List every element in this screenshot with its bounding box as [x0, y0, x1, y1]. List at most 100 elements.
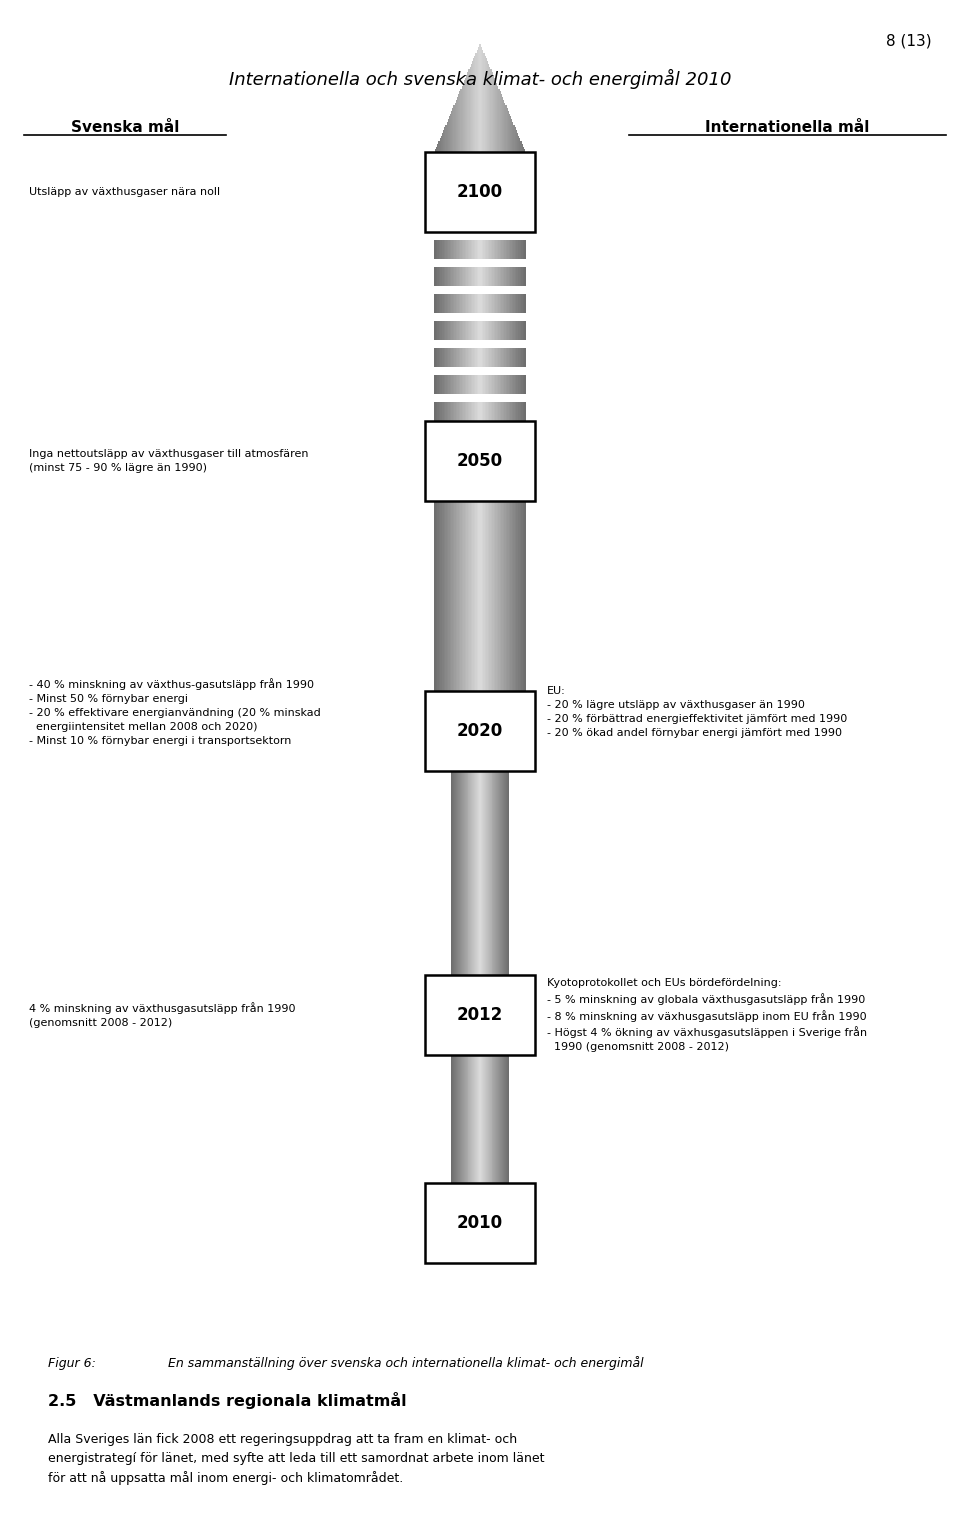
Bar [457, 348, 459, 368]
Bar [511, 240, 512, 260]
Bar [454, 240, 456, 260]
Bar [475, 294, 477, 314]
Bar [519, 401, 521, 421]
Bar [479, 1055, 480, 1183]
Bar [456, 375, 457, 394]
Bar [469, 348, 470, 368]
Bar [442, 348, 444, 368]
Text: En sammanställning över svenska och internationella klimat- och energimål: En sammanställning över svenska och inte… [168, 1357, 643, 1370]
Bar [470, 266, 472, 286]
Bar [444, 501, 445, 691]
Bar [436, 146, 437, 152]
Bar [470, 63, 472, 152]
Bar [478, 401, 480, 421]
Bar [477, 348, 478, 368]
Bar [454, 321, 456, 340]
Bar [512, 501, 514, 691]
Bar [496, 294, 498, 314]
Bar [482, 401, 483, 421]
Bar [473, 1055, 474, 1183]
Bar [521, 145, 522, 152]
Bar [475, 401, 477, 421]
Bar [477, 375, 478, 394]
Bar [456, 321, 457, 340]
Bar [485, 771, 486, 975]
Bar [462, 266, 464, 286]
Bar [445, 266, 446, 286]
Bar [508, 1055, 509, 1183]
Bar [485, 240, 486, 260]
Bar [457, 97, 458, 152]
Bar [488, 240, 490, 260]
Bar [454, 348, 456, 368]
Bar [519, 138, 520, 152]
Bar [480, 1055, 481, 1183]
Bar [488, 348, 490, 368]
Bar [480, 294, 482, 314]
Bar [515, 401, 516, 421]
Bar [485, 375, 486, 394]
Bar [445, 375, 446, 394]
Bar [462, 86, 463, 152]
Bar [519, 240, 521, 260]
Bar [518, 240, 519, 260]
Bar [486, 58, 487, 152]
Bar [472, 348, 474, 368]
Bar [491, 321, 492, 340]
Bar [503, 771, 504, 975]
Bar [496, 83, 497, 152]
Bar [474, 348, 475, 368]
Bar [457, 240, 459, 260]
Bar [477, 266, 478, 286]
Bar [480, 266, 482, 286]
Bar [482, 240, 483, 260]
Bar [462, 401, 464, 421]
Bar [444, 266, 445, 286]
Bar [494, 1055, 495, 1183]
Bar [506, 375, 508, 394]
Bar [515, 294, 516, 314]
Bar [475, 321, 477, 340]
Bar [491, 501, 492, 691]
Bar [457, 375, 459, 394]
Bar [518, 348, 519, 368]
Bar [492, 1055, 493, 1183]
Bar [504, 771, 505, 975]
Bar [451, 771, 452, 975]
Bar [474, 55, 475, 152]
Bar [467, 348, 468, 368]
Bar [515, 501, 516, 691]
Bar [484, 52, 485, 152]
Bar [446, 321, 448, 340]
Bar [521, 401, 522, 421]
Bar [522, 401, 524, 421]
Bar [498, 240, 500, 260]
Bar [461, 1055, 462, 1183]
Bar [500, 1055, 501, 1183]
Bar [451, 294, 453, 314]
Bar [448, 240, 449, 260]
Bar [515, 348, 516, 368]
Bar [445, 348, 446, 368]
Bar [468, 401, 469, 421]
Bar [501, 321, 503, 340]
Bar [459, 266, 460, 286]
Bar [442, 266, 444, 286]
Bar [519, 294, 521, 314]
Bar [459, 401, 460, 421]
Bar [478, 48, 479, 152]
FancyBboxPatch shape [424, 691, 536, 771]
Bar [457, 321, 459, 340]
Bar [483, 321, 485, 340]
Bar [459, 1055, 460, 1183]
Bar [520, 141, 521, 152]
Bar [438, 145, 439, 152]
Bar [511, 294, 512, 314]
Bar [451, 240, 453, 260]
Bar [461, 89, 462, 152]
Bar [491, 69, 492, 152]
Bar [488, 501, 490, 691]
Bar [469, 401, 470, 421]
Bar [469, 375, 470, 394]
Bar [492, 266, 493, 286]
